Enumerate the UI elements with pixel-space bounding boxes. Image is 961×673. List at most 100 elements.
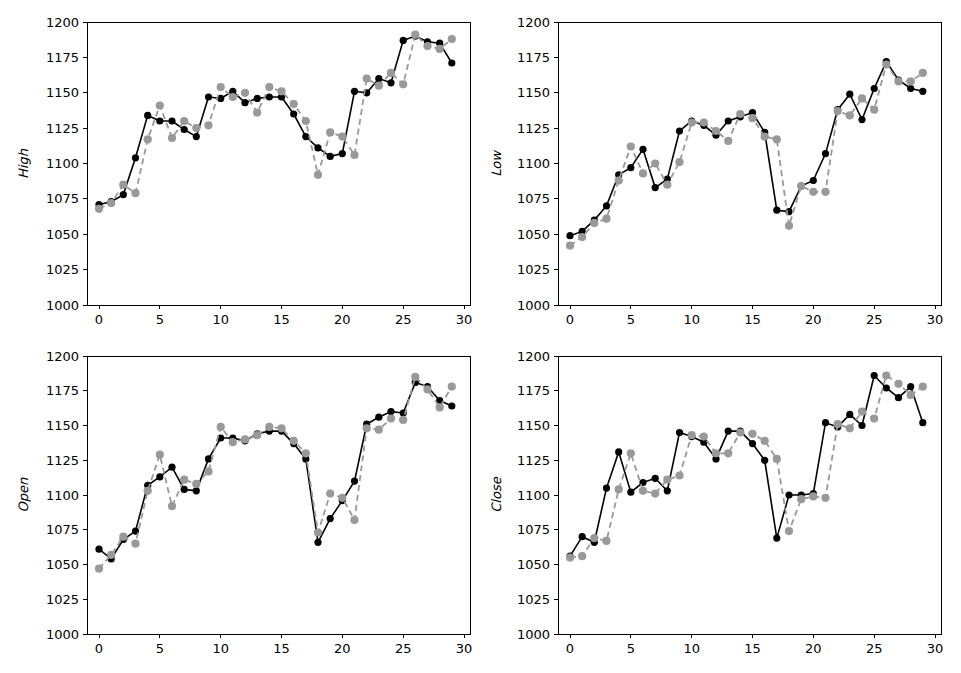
x-tick-label: 30 (927, 641, 944, 656)
data-point (192, 480, 200, 488)
series-gray_dashed-line (99, 35, 452, 209)
data-point (761, 457, 768, 464)
series-black_solid-markers (566, 372, 926, 560)
data-point (809, 188, 817, 196)
data-point (314, 528, 322, 536)
data-point (314, 144, 321, 151)
x-tick-label: 20 (334, 641, 351, 656)
data-point (919, 383, 927, 391)
data-point (375, 414, 382, 421)
data-point (326, 490, 334, 498)
data-point (579, 533, 586, 540)
y-tick-label: 1125 (46, 453, 79, 468)
data-point (603, 202, 610, 209)
x-tick-label: 20 (334, 312, 351, 327)
data-point (339, 150, 346, 157)
data-point (664, 487, 671, 494)
x-axis-ticks: 051015202530 (566, 634, 943, 656)
data-point (144, 112, 151, 119)
data-point (448, 35, 456, 43)
data-point (882, 60, 890, 68)
data-point (229, 438, 237, 446)
x-axis-ticks: 051015202530 (95, 305, 472, 327)
data-point (773, 207, 780, 214)
data-point (736, 428, 744, 436)
data-point (870, 414, 878, 422)
data-point (423, 385, 431, 393)
data-point (277, 424, 285, 432)
x-tick-label: 5 (627, 312, 635, 327)
data-point (919, 69, 927, 77)
data-point (290, 437, 298, 445)
data-point (676, 429, 683, 436)
data-point (399, 80, 407, 88)
data-point (724, 449, 732, 457)
axes-frame (558, 356, 941, 634)
data-point (895, 394, 902, 401)
series-gray_dashed-line (99, 377, 452, 569)
data-point (387, 408, 394, 415)
y-tick-label: 1000 (517, 627, 550, 642)
data-point (700, 433, 708, 441)
x-tick-label: 5 (627, 641, 635, 656)
data-point (919, 419, 926, 426)
data-point (229, 93, 237, 101)
x-tick-label: 20 (805, 641, 822, 656)
y-tick-label: 1025 (46, 592, 79, 607)
data-point (883, 384, 890, 391)
data-point (253, 109, 261, 117)
data-point (797, 182, 805, 190)
high-chart-svg: 1000102510501075110011251150117512000510… (17, 10, 480, 345)
x-tick-label: 0 (95, 312, 103, 327)
series-black_solid-line (99, 36, 452, 204)
x-tick-label: 30 (456, 641, 473, 656)
data-point (411, 373, 419, 381)
data-point (736, 110, 744, 118)
x-tick-label: 25 (395, 641, 412, 656)
data-point (590, 219, 598, 227)
data-point (566, 554, 574, 562)
data-point (822, 150, 829, 157)
data-point (858, 408, 866, 416)
data-point (387, 79, 394, 86)
data-point (448, 402, 455, 409)
data-point (821, 494, 829, 502)
data-point (725, 117, 732, 124)
data-point (858, 94, 866, 102)
data-point (290, 110, 297, 117)
data-point (675, 471, 683, 479)
y-tick-label: 1050 (517, 557, 550, 572)
data-point (590, 534, 598, 542)
y-tick-label: 1150 (517, 85, 550, 100)
series-black_solid-markers (95, 379, 455, 563)
data-point (181, 126, 188, 133)
data-point (327, 153, 334, 160)
data-point (411, 31, 419, 39)
data-point (627, 489, 634, 496)
data-point (192, 124, 200, 132)
data-point (834, 420, 842, 428)
y-tick-label: 1125 (517, 453, 550, 468)
y-tick-label: 1100 (46, 488, 79, 503)
x-tick-label: 10 (212, 312, 229, 327)
data-point (241, 89, 249, 97)
series-black_solid-line (570, 62, 923, 236)
data-point (375, 75, 382, 82)
x-axis-ticks: 051015202530 (95, 634, 472, 656)
data-point (314, 171, 322, 179)
data-point (363, 424, 371, 432)
data-point (314, 539, 321, 546)
data-point (217, 83, 225, 91)
subplot-open: 1000102510501075110011251150117512000510… (17, 344, 480, 673)
x-axis-ticks: 051015202530 (566, 305, 943, 327)
y-tick-label: 1200 (46, 15, 79, 30)
data-point (95, 546, 102, 553)
data-point (156, 101, 164, 109)
data-point (387, 69, 395, 77)
figure: 1000102510501075110011251150117512000510… (0, 0, 961, 673)
data-point (651, 159, 659, 167)
data-point (846, 424, 854, 432)
data-point (168, 117, 175, 124)
y-tick-label: 1075 (517, 522, 550, 537)
data-point (846, 111, 854, 119)
